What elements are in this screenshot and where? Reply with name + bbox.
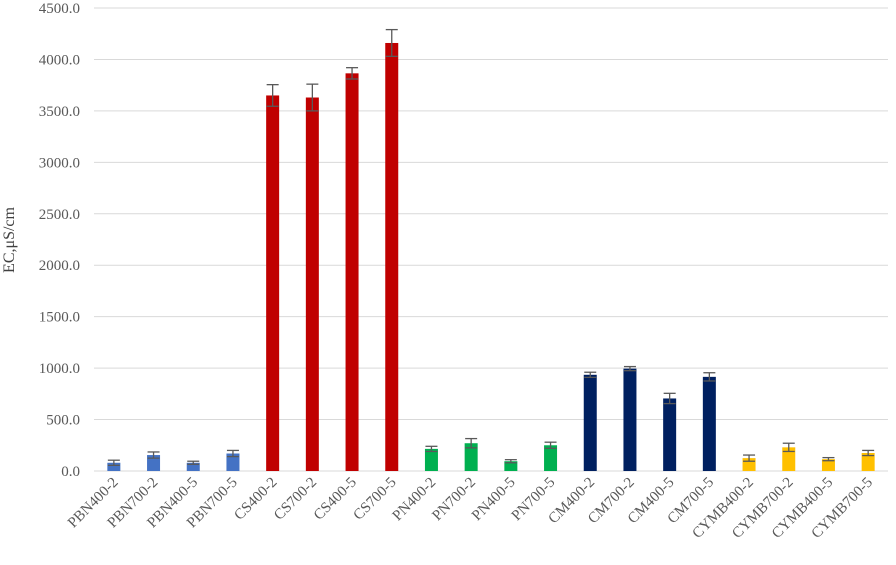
x-tick-label: CS400-5 bbox=[311, 475, 360, 524]
y-tick-label: 2000.0 bbox=[39, 258, 80, 274]
bar bbox=[305, 97, 319, 471]
bar bbox=[544, 445, 558, 471]
bar bbox=[861, 452, 875, 471]
bar bbox=[464, 443, 478, 471]
bar bbox=[424, 448, 438, 471]
y-axis-ticks: 0.0 500.0 1000.0 1500.0 2000.0 2500.0 3000.0 35… bbox=[39, 1, 80, 480]
y-tick-label: 3500.0 bbox=[39, 104, 80, 120]
bar bbox=[821, 459, 835, 471]
y-tick-label: 4500.0 bbox=[39, 1, 80, 17]
y-tick-label: 1500.0 bbox=[39, 310, 80, 326]
bar bbox=[623, 368, 637, 471]
bar bbox=[782, 447, 796, 471]
bar bbox=[663, 398, 677, 471]
bar bbox=[186, 462, 200, 471]
bar bbox=[147, 455, 161, 471]
y-tick-label: 500.0 bbox=[46, 413, 80, 429]
bars bbox=[107, 42, 875, 471]
x-tick-label: CS400-2 bbox=[231, 475, 280, 524]
y-tick-label: 2500.0 bbox=[39, 207, 80, 223]
x-tick-label: CS700-2 bbox=[271, 475, 320, 524]
y-axis-title: EC,μS/cm bbox=[1, 206, 18, 272]
bar bbox=[385, 42, 399, 471]
bar bbox=[107, 462, 121, 471]
y-tick-label: 3000.0 bbox=[39, 155, 80, 171]
x-axis-labels: PBN400-2PBN700-2PBN400-5PBN700-5CS400-2C… bbox=[65, 475, 876, 542]
error-bars bbox=[107, 28, 875, 466]
bar bbox=[504, 461, 518, 471]
bar bbox=[583, 374, 597, 471]
bar bbox=[345, 73, 359, 471]
y-tick-label: 1000.0 bbox=[39, 361, 80, 377]
bar bbox=[702, 376, 716, 471]
gridlines bbox=[94, 7, 888, 472]
y-tick-label: 4000.0 bbox=[39, 52, 80, 68]
bar bbox=[266, 95, 280, 471]
y-tick-label: 0.0 bbox=[61, 464, 80, 480]
bar bbox=[226, 453, 240, 471]
